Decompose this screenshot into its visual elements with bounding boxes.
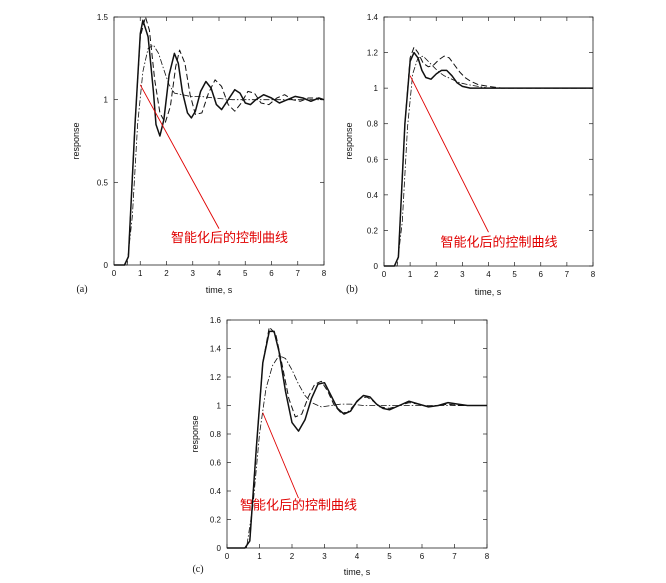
x-tick-label: 5 bbox=[512, 270, 517, 279]
y-tick-label: 0 bbox=[217, 544, 222, 553]
panel-label: (a) bbox=[76, 284, 87, 295]
y-tick-label: 0.2 bbox=[367, 226, 379, 235]
y-tick-label: 1 bbox=[104, 96, 109, 105]
x-axis-label: time, s bbox=[344, 567, 371, 577]
y-tick-label: 1 bbox=[374, 84, 379, 93]
x-tick-label: 0 bbox=[225, 552, 230, 561]
annotation-arrow bbox=[139, 84, 220, 229]
x-tick-label: 8 bbox=[485, 552, 490, 561]
x-tick-label: 1 bbox=[408, 270, 413, 279]
y-tick-label: 0.8 bbox=[210, 430, 222, 439]
y-tick-label: 1.2 bbox=[210, 373, 222, 382]
series-dash-dot-line bbox=[114, 44, 324, 266]
y-tick-label: 1 bbox=[217, 402, 222, 411]
x-tick-label: 5 bbox=[387, 552, 392, 561]
panel-a: 0 1 2 3 4 5 6 7 8 0 0.5 1 1.5 time, s response (a) 智能化后的… bbox=[71, 13, 327, 295]
plot-frame bbox=[226, 319, 488, 549]
annotation-text: 智能化后的控制曲线 bbox=[171, 230, 288, 246]
y-tick-label: 0.6 bbox=[367, 155, 379, 164]
panel-label: (b) bbox=[346, 284, 358, 295]
x-tick-label: 3 bbox=[191, 269, 196, 278]
x-tick-label: 4 bbox=[486, 270, 491, 279]
x-tick-label: 1 bbox=[138, 269, 143, 278]
x-axis-label: time, s bbox=[475, 287, 502, 297]
x-tick-label: 7 bbox=[565, 270, 570, 279]
y-axis-label: response bbox=[71, 122, 81, 159]
series-dashed-line bbox=[384, 46, 593, 267]
series-dashed-line bbox=[227, 326, 487, 549]
y-tick-label: 1.5 bbox=[97, 13, 109, 22]
x-tick-label: 7 bbox=[296, 269, 301, 278]
y-axis-label: response bbox=[190, 415, 200, 452]
panel-b: 0 1 2 3 4 5 6 7 8 0 0.2 0.4 0.6 0.8 1 1.2 1.4 time, s resp… bbox=[344, 13, 596, 297]
y-tick-label: 1.6 bbox=[210, 316, 222, 325]
x-tick-label: 6 bbox=[269, 269, 274, 278]
y-tick-label: 0.4 bbox=[210, 487, 222, 496]
series-dash-dot-line bbox=[384, 55, 593, 267]
annotation-text: 智能化后的控制曲线 bbox=[240, 498, 357, 514]
y-tick-label: 0.5 bbox=[97, 178, 109, 187]
y-tick-label: 0 bbox=[104, 261, 109, 270]
x-tick-label: 5 bbox=[243, 269, 248, 278]
x-tick-label: 1 bbox=[257, 552, 262, 561]
y-tick-label: 1.4 bbox=[367, 13, 379, 22]
y-tick-label: 0 bbox=[374, 262, 379, 271]
series-dashed-line bbox=[114, 16, 325, 266]
x-tick-label: 4 bbox=[217, 269, 222, 278]
y-tick-label: 0.8 bbox=[367, 120, 379, 129]
panel-c: 0 1 2 3 4 5 6 7 8 0 0.2 0.4 0.6 0.8 1 1.2 1.4 1.6 time, s r… bbox=[190, 316, 490, 577]
x-tick-label: 2 bbox=[290, 552, 295, 561]
y-tick-label: 0.2 bbox=[210, 516, 222, 525]
x-tick-label: 3 bbox=[460, 270, 465, 279]
y-tick-label: 1.2 bbox=[367, 49, 379, 58]
x-tick-label: 4 bbox=[355, 552, 360, 561]
series-dash-dot-line bbox=[227, 355, 487, 549]
x-tick-label: 7 bbox=[452, 552, 457, 561]
y-tick-label: 0.6 bbox=[210, 459, 222, 468]
series-solid-line bbox=[227, 330, 487, 549]
x-tick-label: 8 bbox=[591, 270, 596, 279]
y-tick-label: 1.4 bbox=[210, 345, 222, 354]
y-tick-label: 0.4 bbox=[367, 191, 379, 200]
x-tick-label: 0 bbox=[112, 269, 117, 278]
x-tick-label: 2 bbox=[434, 270, 439, 279]
x-tick-label: 8 bbox=[322, 269, 327, 278]
annotation-arrow bbox=[262, 412, 299, 499]
annotation-arrow bbox=[409, 75, 489, 233]
panel-label: (c) bbox=[192, 564, 203, 575]
x-tick-label: 6 bbox=[420, 552, 425, 561]
x-tick-label: 0 bbox=[382, 270, 387, 279]
x-tick-label: 2 bbox=[164, 269, 169, 278]
annotation-text: 智能化后的控制曲线 bbox=[440, 234, 557, 250]
x-tick-label: 6 bbox=[539, 270, 544, 279]
y-axis-label: response bbox=[344, 122, 354, 159]
x-tick-label: 3 bbox=[322, 552, 327, 561]
x-axis-label: time, s bbox=[206, 285, 233, 295]
series-solid-line bbox=[384, 51, 593, 267]
series-solid-line bbox=[114, 19, 325, 266]
